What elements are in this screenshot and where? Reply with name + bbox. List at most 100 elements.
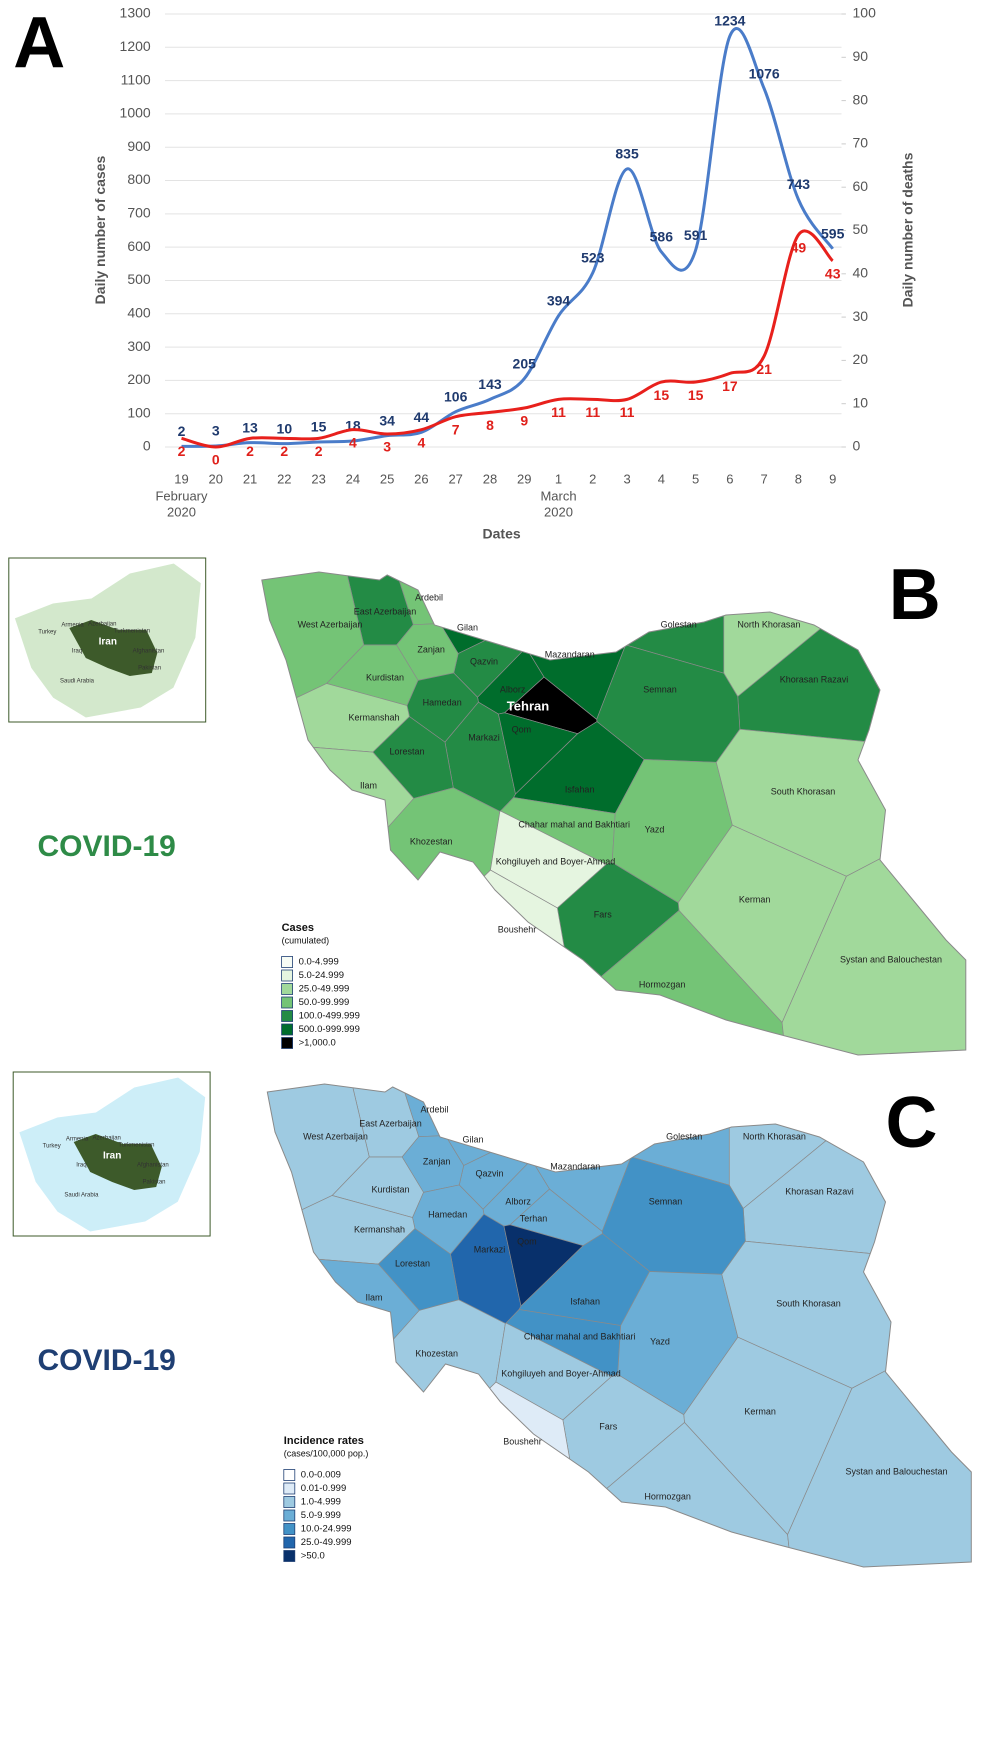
province-label: Chahar mahal and Bakhtiari xyxy=(524,1331,636,1341)
province-label: Yazd xyxy=(650,1336,670,1346)
province-label: Systan and Balouchestan xyxy=(845,1466,947,1476)
legend-label: 25.0-49.999 xyxy=(301,1537,352,1548)
province-label: South Khorasan xyxy=(776,1298,841,1308)
province-label: Boushehr xyxy=(498,924,537,934)
province xyxy=(445,1084,552,1166)
province-label: Qom xyxy=(517,1236,537,1246)
x-tick-label: 20 xyxy=(209,471,223,486)
province-label: Ilam xyxy=(365,1292,382,1302)
data-label: 2 xyxy=(178,443,186,459)
map-outline xyxy=(261,571,967,1056)
province-label: South Khorasan xyxy=(771,786,836,796)
inset-iran xyxy=(73,1134,162,1190)
legend-label: >50.0 xyxy=(301,1551,325,1562)
inset-label: Iran xyxy=(103,1151,121,1162)
x-tick-label: 26 xyxy=(414,471,428,486)
province-label: Kermanshah xyxy=(354,1224,405,1234)
province-label: North Khorasan xyxy=(737,619,800,629)
inset-label: Iran xyxy=(99,637,117,648)
province-label: Khorasan Razavi xyxy=(780,674,849,684)
legend-label: >1,000.0 xyxy=(299,1038,336,1049)
legend-subtitle: (cases/100,000 pop.) xyxy=(284,1448,369,1458)
x-tick-label: 5 xyxy=(692,471,699,486)
legend-label: 0.0-0.009 xyxy=(301,1470,341,1481)
inset-label: Turkmenistan xyxy=(114,629,150,635)
province-label: Khozestan xyxy=(410,836,453,846)
province-label: East Azerbaijan xyxy=(359,1118,422,1128)
province-label: Hamedan xyxy=(428,1209,467,1219)
province-label: Golestan xyxy=(661,619,697,629)
province-label: Qom xyxy=(512,724,532,734)
legend-swatch xyxy=(281,956,294,968)
legend-swatch xyxy=(283,1523,296,1535)
legend-label: 50.0-99.999 xyxy=(299,997,350,1008)
province-label: Zanjan xyxy=(417,644,445,654)
y2-tick-label: 80 xyxy=(853,91,869,107)
x-tick-label: 19 xyxy=(174,471,188,486)
province-label: Tehran xyxy=(507,698,549,713)
y2-tick-label: 20 xyxy=(853,351,869,367)
y-tick-label: 1300 xyxy=(120,5,151,21)
data-label: 21 xyxy=(756,361,772,377)
data-label: 205 xyxy=(513,355,537,371)
province-label: Isfahan xyxy=(570,1296,600,1306)
data-label: 523 xyxy=(581,250,605,266)
y-tick-label: 900 xyxy=(127,138,151,154)
panel-letter: A xyxy=(13,3,65,83)
legend-label: 100.0-499.999 xyxy=(299,1011,360,1022)
y2-tick-label: 30 xyxy=(853,308,869,324)
legend-title: Incidence rates xyxy=(284,1435,364,1447)
x-tick-label: 7 xyxy=(761,471,768,486)
province-label: Kermanshah xyxy=(348,712,399,722)
legend-swatch xyxy=(283,1550,296,1562)
province-label: Kerman xyxy=(739,894,771,904)
data-label: 11 xyxy=(551,404,566,420)
legend-swatch xyxy=(281,1037,294,1049)
data-label: 15 xyxy=(654,387,670,403)
legend-label: 5.0-24.999 xyxy=(299,970,344,981)
legend-swatch xyxy=(283,1496,296,1508)
inset-label: Iraq xyxy=(76,1163,86,1169)
data-label: 49 xyxy=(791,240,807,256)
province-label: Fars xyxy=(594,909,613,919)
data-label: 44 xyxy=(414,409,430,425)
province-label: Mazandaran xyxy=(550,1161,600,1171)
province-label: Systan and Balouchestan xyxy=(840,954,942,964)
province-label: Hormozgan xyxy=(639,979,686,989)
data-label: 586 xyxy=(650,229,674,245)
province-label: Gilan xyxy=(457,622,478,632)
x-tick-label: 6 xyxy=(726,471,733,486)
data-label: 1076 xyxy=(749,65,780,81)
y-tick-label: 100 xyxy=(127,404,151,420)
data-label: 2 xyxy=(246,443,254,459)
inset-label: Saudi Arabia xyxy=(64,1193,99,1199)
province-label: Markazi xyxy=(474,1244,506,1254)
legend-label: 0.01-0.999 xyxy=(301,1483,346,1494)
province xyxy=(439,572,546,654)
y2-tick-label: 60 xyxy=(853,178,869,194)
legend-label: 0.0-4.999 xyxy=(299,957,339,968)
x-tick-label: 3 xyxy=(623,471,630,486)
x-tick-label: 24 xyxy=(346,471,360,486)
y-tick-label: 800 xyxy=(127,171,151,187)
x-tick-label: 21 xyxy=(243,471,257,486)
y-tick-label: 500 xyxy=(127,271,151,287)
province-label: Mazandaran xyxy=(545,649,595,659)
x-group-label: March xyxy=(540,488,576,503)
province-label: East Azerbaijan xyxy=(354,606,417,616)
province-label: West Azerbaijan xyxy=(303,1131,368,1141)
data-label: 43 xyxy=(825,266,841,282)
y2-axis-title: Daily number of deaths xyxy=(899,152,915,307)
y-tick-label: 300 xyxy=(127,338,151,354)
legend-swatch xyxy=(281,1023,294,1036)
data-label: 10 xyxy=(277,420,293,436)
y2-tick-label: 0 xyxy=(853,438,861,454)
province xyxy=(261,787,501,1055)
data-label: 17 xyxy=(722,378,738,394)
province-label: West Azerbaijan xyxy=(298,619,363,629)
data-label: 2 xyxy=(178,423,186,439)
inset-label: Iraq xyxy=(72,649,82,655)
y2-tick-label: 70 xyxy=(853,135,869,151)
province-label: Lorestan xyxy=(389,746,424,756)
legend-label: 5.0-9.999 xyxy=(301,1510,341,1521)
